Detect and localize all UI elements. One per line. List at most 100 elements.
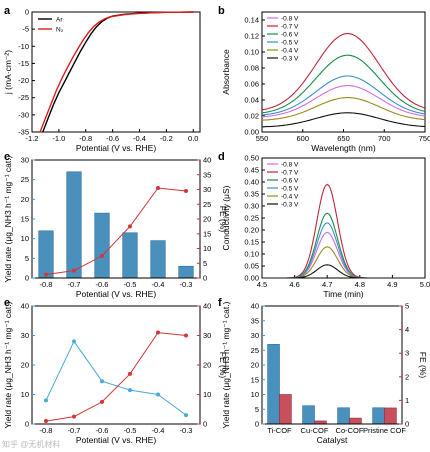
- y-tick-label-e: 0: [25, 420, 29, 429]
- y2-tick-label-c: 35: [203, 170, 211, 179]
- y-tick-label-a: -35: [18, 128, 29, 137]
- x-tick-label-e: -0.3: [180, 426, 193, 435]
- spectrum-line: [261, 97, 426, 121]
- x-tick-label-c: -0.8: [40, 280, 53, 289]
- y-tick-label-b: 0.04: [244, 96, 259, 105]
- x-tick-label-c: -0.3: [180, 280, 193, 289]
- x-tick-label-f: Cu-COF: [301, 426, 329, 435]
- y-tick-label-b: 0.06: [244, 80, 259, 89]
- panel-label-a: a: [4, 5, 11, 17]
- y-tick-label-d: 0.50: [244, 154, 259, 163]
- y2-tick-label-f: 4: [405, 325, 409, 334]
- y2-tick-label-e: 0: [203, 420, 207, 429]
- y-tick-label-b: 0.08: [244, 64, 259, 73]
- x-tick-label-f: Co-COF: [336, 426, 364, 435]
- y-tick-label-b: 0.10: [244, 48, 259, 57]
- panel-label-c: c: [4, 151, 10, 163]
- yield-bar: [267, 344, 280, 425]
- y-tick-label-b: 0.02: [244, 112, 259, 121]
- y-tick-label-f: 15: [251, 375, 259, 384]
- x-tick-label-f: Ti-COF: [267, 426, 292, 435]
- y-tick-label-b: 0.00: [244, 128, 259, 137]
- yield-point: [156, 392, 160, 397]
- y-tick-label-d: 0.25: [244, 214, 259, 223]
- panel-label-b: b: [218, 5, 225, 17]
- y2-tick-label-c: 5: [203, 259, 207, 268]
- plot-frame-c: [31, 159, 201, 279]
- panel-b-uv-vis-spectra: 550 600 650 700 750 0.00 0.02 0.04 0.06 0.08 0.10 0…: [221, 11, 430, 153]
- y2-tick-label-f: 1: [405, 396, 409, 405]
- y2-tick-label-e: 20: [203, 361, 211, 370]
- y-tick-label-b: 0.12: [244, 32, 259, 41]
- y-tick-label-d: 0.00: [244, 274, 259, 283]
- y-tick-label-d: 0.20: [244, 226, 259, 235]
- y-tick-label-f: 25: [251, 346, 259, 355]
- x-tick-label-e: -0.6: [96, 426, 109, 435]
- yield-bar: [122, 232, 138, 279]
- chromatogram-line: [262, 231, 425, 279]
- y-tick-label-f: 40: [251, 302, 259, 311]
- y2-axis-label-c: FE (%): [218, 206, 228, 233]
- spectrum-line: [261, 33, 426, 111]
- fe-bar: [279, 394, 292, 425]
- y-tick-label-f: 5: [255, 405, 259, 414]
- y-tick-label-a: -5: [22, 25, 29, 34]
- x-tick-label-e: -0.5: [124, 426, 137, 435]
- x-tick-label-d: 4.6: [289, 280, 299, 289]
- y2-tick-label-c: 20: [203, 215, 211, 224]
- panel-d-ion-chromatograms: 4.5 4.6 4.7 4.8 4.9 5.0 0.00 0.05 0.10 0.15 0.20 0.…: [221, 154, 430, 300]
- y-tick-label-d: 0.35: [244, 190, 259, 199]
- y-axis-label-d: Conductivity (μS): [221, 185, 231, 250]
- fe-point: [156, 186, 160, 191]
- series-line-n2: [39, 11, 194, 133]
- spectrum-line: [261, 85, 426, 118]
- y-tick-label-c: 5: [25, 254, 29, 263]
- fe-point: [72, 414, 76, 419]
- spectrum-line: [262, 112, 426, 128]
- panel-a-jv-curves: -1.2 -1.0 -0.8 -0.6 -0.4 -0.2 0.0 0 -5 -10 -15 -20 -…: [3, 8, 201, 153]
- y2-tick-label-c: 0: [203, 274, 207, 283]
- yield-bar: [94, 212, 110, 279]
- x-tick-label-d: 4.8: [355, 280, 365, 289]
- y-tick-label-c: 10: [21, 234, 29, 243]
- x-tick-label-a: -0.6: [106, 134, 119, 143]
- panel-c-yield-fe-bars: -0.8 -0.7 -0.6 -0.5 -0.4 -0.3 0 5 10 15 20 25 30 0 5 10…: [3, 155, 228, 299]
- y-tick-label-a: -20: [18, 76, 29, 85]
- fe-bar: [349, 417, 362, 425]
- x-tick-label-a: -0.2: [160, 134, 173, 143]
- y-tick-label-d: 0.05: [244, 262, 259, 271]
- fe-bar: [384, 407, 397, 425]
- y-tick-label-d: 0.10: [244, 250, 259, 259]
- x-tick-label-c: -0.4: [152, 280, 165, 289]
- fe-line: [45, 332, 187, 422]
- y-tick-label-e: 10: [21, 390, 29, 399]
- y2-tick-label-f: 2: [405, 372, 409, 381]
- x-axis-label-a: Potential (V vs. RHE): [76, 143, 156, 153]
- y2-axis-label-e: FE (%): [218, 352, 228, 379]
- y-tick-label-e: 30: [21, 331, 29, 340]
- panel-label-f: f: [218, 297, 222, 309]
- legend-label-b: -0.8 V: [281, 15, 299, 22]
- yield-bar: [38, 230, 54, 279]
- plot-frame-a: [31, 11, 201, 133]
- x-tick-label-a: -1.2: [26, 134, 39, 143]
- legend-label-d: -0.5 V: [281, 185, 299, 192]
- y2-axis-label-f: FE (%): [418, 352, 428, 379]
- spectrum-line: [261, 75, 426, 116]
- y2-tick-label-e: 40: [203, 302, 211, 311]
- y-axis-label-f: Yield rate (μg_NH3 h⁻¹ mg⁻¹ cat.): [221, 301, 231, 428]
- fe-line: [45, 187, 187, 275]
- y2-tick-label-f: 3: [405, 349, 409, 358]
- yield-point: [44, 398, 48, 403]
- y2-tick-label-c: 10: [203, 244, 211, 253]
- legend-label-b: -0.4 V: [281, 47, 299, 54]
- y-tick-label-d: 0.40: [244, 178, 259, 187]
- x-axis-label-e: Potential (V vs. RHE): [76, 435, 156, 445]
- x-tick-label-d: 4.9: [387, 280, 397, 289]
- fe-point: [184, 333, 188, 338]
- y-axis-label-b: Absorbance: [221, 49, 231, 95]
- legend-label-d: -0.3 V: [281, 201, 299, 208]
- x-tick-label-c: -0.7: [68, 280, 81, 289]
- x-axis-label-d: Time (min): [323, 289, 363, 299]
